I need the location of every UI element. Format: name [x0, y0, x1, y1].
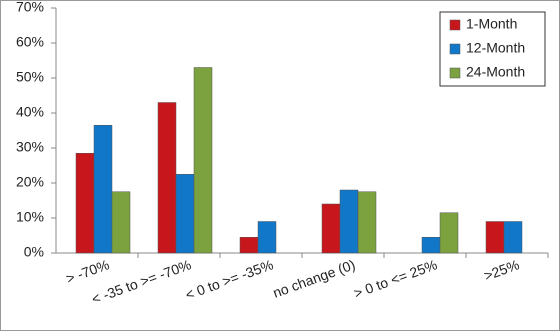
legend-swatch	[449, 19, 461, 31]
bar	[439, 212, 459, 254]
legend-label: 12-Month	[466, 40, 525, 56]
bar	[321, 203, 341, 254]
bar	[421, 237, 441, 254]
y-tick-label: 0%	[24, 244, 44, 260]
bar	[193, 67, 213, 254]
bar	[175, 174, 195, 254]
bar	[75, 153, 95, 254]
y-tick-label: 70%	[16, 0, 44, 15]
bar	[239, 237, 259, 254]
y-tick-label: 10%	[16, 209, 44, 225]
y-tick-label: 60%	[16, 34, 44, 50]
y-tick-label: 20%	[16, 174, 44, 190]
bar	[93, 125, 113, 254]
bar	[111, 191, 131, 254]
y-tick-label: 30%	[16, 139, 44, 155]
bar	[157, 102, 177, 254]
legend-label: 24-Month	[466, 64, 525, 80]
bar	[257, 221, 277, 254]
bar	[485, 221, 505, 254]
bar	[357, 191, 377, 254]
legend-label: 1-Month	[466, 16, 517, 32]
legend-swatch	[449, 67, 461, 79]
y-tick-label: 50%	[16, 69, 44, 85]
bar	[339, 189, 359, 254]
legend-swatch	[449, 43, 461, 55]
y-tick-label: 40%	[16, 104, 44, 120]
bar	[503, 221, 523, 254]
